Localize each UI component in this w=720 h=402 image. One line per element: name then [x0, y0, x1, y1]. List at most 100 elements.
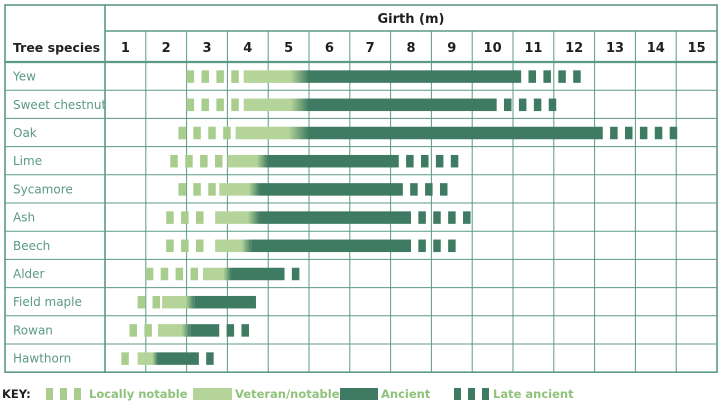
bar-locally-notable	[214, 154, 223, 168]
bar-late-ancient	[533, 98, 542, 112]
bar-veteran	[158, 324, 191, 337]
bar-locally-notable	[145, 267, 154, 281]
bar-late-ancient	[418, 211, 426, 224]
species-label: Field maple	[13, 295, 82, 309]
x-tick-label: 3	[202, 41, 211, 56]
bar-late-ancient	[291, 267, 300, 281]
bar-row	[186, 70, 581, 83]
bar-late-ancient	[450, 154, 459, 168]
bar-late-ancient	[410, 183, 418, 196]
bar-ancient	[158, 352, 199, 365]
chart-title: Girth (m)	[378, 12, 445, 27]
legend-swatch-locally_notable	[74, 388, 81, 400]
bar-ancient	[251, 239, 411, 253]
bar-locally-notable	[200, 154, 208, 168]
x-tick-label: 7	[366, 41, 375, 56]
species-label: Sycamore	[13, 182, 73, 196]
bar-late-ancient	[448, 239, 456, 253]
bar-late-ancient	[669, 126, 678, 140]
bar-late-ancient	[439, 183, 448, 196]
x-tick-label: 11	[524, 41, 542, 56]
legend-prefix: KEY:	[2, 387, 31, 401]
bar-veteran	[202, 267, 232, 281]
bar-veteran	[227, 154, 269, 168]
bar-veteran	[219, 183, 261, 196]
bar-late-ancient	[421, 154, 429, 168]
bar-ancient	[309, 70, 522, 83]
x-tick-label: 1	[121, 41, 130, 56]
bar-veteran	[215, 239, 252, 253]
bar-ancient	[268, 154, 399, 168]
x-tick-label: 6	[325, 41, 334, 56]
legend-swatch-late_ancient	[454, 388, 461, 400]
bar-late-ancient	[206, 352, 214, 365]
bar-locally-notable	[121, 352, 129, 365]
species-label: Beech	[13, 239, 50, 253]
bar-late-ancient	[610, 126, 618, 140]
bar-row	[178, 126, 678, 140]
chart-grid	[4, 4, 718, 374]
bar-veteran	[137, 352, 159, 365]
bar-ancient	[194, 295, 256, 309]
bar-late-ancient	[433, 239, 441, 253]
x-tick-label: 9	[447, 41, 456, 56]
species-label: Oak	[13, 126, 37, 140]
bar-locally-notable	[129, 324, 137, 337]
species-label: Sweet chestnut	[13, 98, 106, 112]
legend-swatch-veteran	[193, 388, 232, 400]
x-tick-label: 13	[606, 41, 624, 56]
bar-locally-notable	[193, 183, 201, 196]
bar-row	[178, 183, 448, 196]
bar-locally-notable	[166, 211, 174, 224]
bar-locally-notable	[201, 70, 209, 83]
bar-late-ancient	[518, 98, 527, 112]
bar-late-ancient	[625, 126, 633, 140]
legend-swatch-late_ancient	[482, 388, 489, 400]
bar-locally-notable	[186, 70, 195, 83]
bar-late-ancient	[425, 183, 433, 196]
bar-late-ancient	[435, 154, 444, 168]
bar-ancient	[309, 126, 603, 140]
bar-locally-notable	[152, 295, 161, 309]
legend-label-ancient: Ancient	[381, 387, 431, 401]
species-label: Alder	[13, 267, 45, 281]
legend-label-veteran: Veteran/notable	[235, 387, 340, 401]
bar-row	[166, 211, 471, 224]
bar-late-ancient	[433, 211, 441, 224]
bar-locally-notable	[231, 98, 239, 112]
bar-locally-notable	[181, 211, 189, 224]
bar-late-ancient	[241, 324, 249, 337]
bar-late-ancient	[406, 154, 414, 168]
bar-locally-notable	[208, 183, 216, 196]
bar-veteran	[243, 70, 309, 83]
legend-label-late_ancient: Late ancient	[493, 387, 574, 401]
bar-late-ancient	[573, 70, 581, 83]
x-tick-label: 4	[243, 41, 252, 56]
chart-labels: Girth (m)Tree species 1 2 3 4 5 6 7 8 9 10 11 12 13 14…	[12, 12, 706, 366]
bar-late-ancient	[548, 98, 557, 112]
bar-locally-notable	[223, 126, 231, 140]
bar-late-ancient	[463, 211, 471, 224]
bar-locally-notable	[190, 267, 198, 281]
bar-locally-notable	[181, 239, 189, 253]
x-tick-label: 15	[688, 41, 706, 56]
bar-veteran	[235, 126, 309, 140]
bar-locally-notable	[137, 295, 146, 309]
species-label: Ash	[13, 211, 35, 225]
bar-locally-notable	[193, 126, 201, 140]
bar-ancient	[309, 98, 497, 112]
bar-ancient	[231, 267, 285, 281]
bar-late-ancient	[418, 239, 426, 253]
bar-locally-notable	[160, 267, 169, 281]
bar-row	[129, 324, 249, 337]
legend-label-locally_notable: Locally notable	[89, 387, 188, 401]
bar-locally-notable	[170, 154, 178, 168]
legend-swatch-locally_notable	[60, 388, 67, 400]
bar-ancient	[190, 324, 220, 337]
species-label: Hawthorn	[13, 352, 71, 366]
bar-locally-notable	[186, 98, 195, 112]
bar-locally-notable	[185, 154, 193, 168]
bar-locally-notable	[216, 98, 224, 112]
x-tick-label: 14	[647, 41, 665, 56]
